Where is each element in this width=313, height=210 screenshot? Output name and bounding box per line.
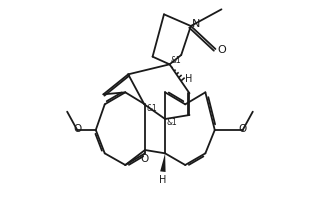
Text: N: N: [192, 19, 200, 29]
Text: &1: &1: [166, 118, 177, 127]
Polygon shape: [160, 153, 166, 172]
Text: O: O: [141, 154, 149, 164]
Text: H: H: [185, 74, 192, 84]
Text: O: O: [217, 45, 226, 55]
Text: H: H: [159, 175, 167, 185]
Text: O: O: [73, 124, 81, 134]
Text: O: O: [239, 124, 247, 134]
Text: &1: &1: [171, 56, 182, 65]
Text: &1: &1: [146, 104, 157, 113]
